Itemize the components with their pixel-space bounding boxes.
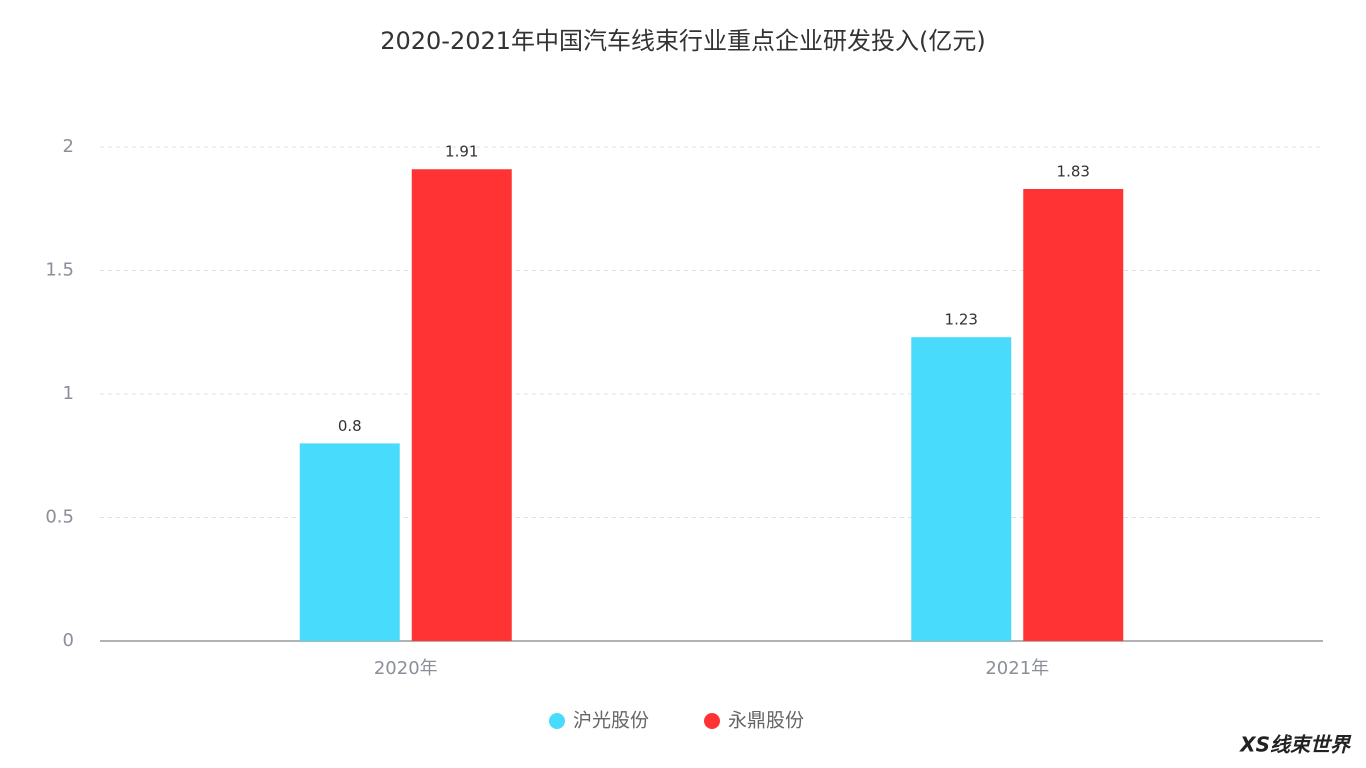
y-tick-label: 1.5 — [45, 260, 74, 281]
value-label: 0.8 — [338, 417, 362, 435]
bar — [299, 443, 400, 641]
legend-label: 沪光股份 — [573, 710, 649, 732]
y-tick-label: 0 — [63, 630, 74, 651]
x-tick-label: 2021年 — [985, 658, 1049, 679]
value-label: 1.23 — [945, 311, 978, 329]
y-tick-label: 2 — [63, 136, 74, 157]
value-label: 1.83 — [1057, 162, 1090, 180]
watermark: XS线束世界 — [1238, 733, 1352, 757]
y-tick-label: 1 — [63, 383, 74, 404]
x-tick-label: 2020年 — [374, 658, 438, 679]
legend-marker — [704, 713, 720, 729]
chart-title: 2020-2021年中国汽车线束行业重点企业研发投入(亿元) — [380, 27, 986, 55]
value-label: 1.91 — [445, 143, 478, 161]
bar — [1023, 188, 1124, 642]
legend-marker — [549, 713, 565, 729]
y-tick-label: 0.5 — [45, 507, 74, 528]
bar — [911, 337, 1012, 641]
legend-label: 永鼎股份 — [728, 710, 804, 732]
bar — [411, 169, 512, 642]
